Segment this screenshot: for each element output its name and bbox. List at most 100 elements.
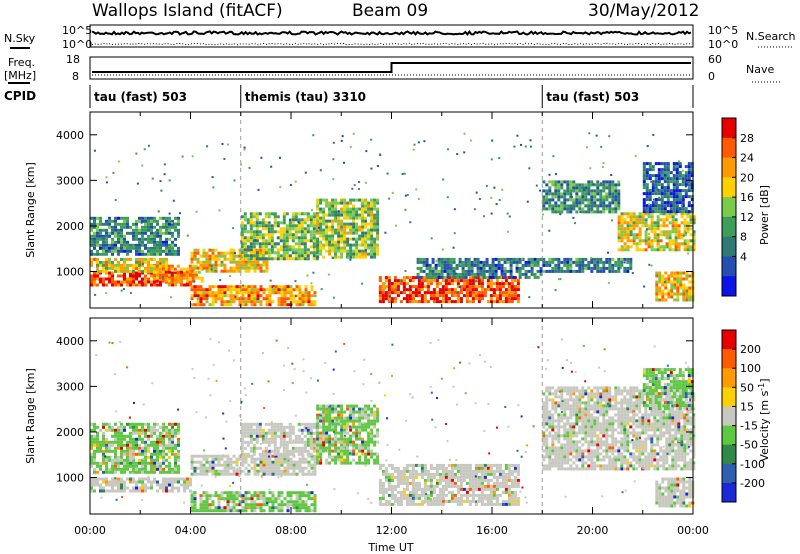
heatmap-cell (220, 303, 224, 307)
heatmap-cell (235, 291, 239, 295)
heatmap-cell (174, 216, 177, 220)
heatmap-cell (288, 452, 292, 456)
heatmap-cell (267, 224, 271, 228)
heatmap-cell (645, 210, 649, 214)
heatmap-cell (677, 224, 681, 228)
heatmap-cell (285, 449, 289, 453)
heatmap-cell (141, 431, 144, 435)
heatmap-cell (300, 257, 304, 261)
heatmap-cell (425, 260, 429, 264)
heatmap-cell (566, 260, 570, 264)
heatmap-cell (220, 472, 224, 476)
heatmap-cell (367, 434, 371, 438)
heatmap-cell (168, 252, 171, 256)
heatmap-cell (297, 251, 301, 255)
heatmap-cell (387, 285, 391, 289)
heatmap-cell (117, 440, 120, 444)
heatmap-cell (367, 231, 371, 235)
heatmap-cell (690, 198, 694, 202)
heatmap-cell (197, 276, 201, 280)
heatmap-cell (358, 443, 362, 447)
heatmap-cell (515, 269, 519, 273)
heatmap-cell (437, 257, 441, 261)
heatmap-cell (168, 216, 171, 220)
heatmap-cell (364, 252, 368, 256)
heatmap-scatter-cell (319, 169, 322, 172)
heatmap-cell (364, 428, 368, 432)
heatmap-cell (425, 272, 429, 276)
heatmap-cell (364, 201, 368, 205)
heatmap-cell (468, 279, 472, 283)
heatmap-cell (678, 189, 682, 193)
heatmap-cell (373, 255, 377, 259)
heatmap-cell (265, 500, 269, 504)
heatmap-cell (364, 461, 368, 465)
heatmap-cell (312, 443, 316, 447)
heatmap-cell (485, 275, 489, 279)
heatmap-cell (337, 437, 341, 441)
heatmap-cell (268, 460, 272, 464)
heatmap-cell (117, 216, 120, 220)
heatmap-cell (202, 291, 206, 295)
heatmap-cell (655, 283, 659, 287)
heatmap-cell (167, 264, 171, 268)
heatmap-cell (111, 231, 114, 235)
heatmap-cell (623, 212, 627, 216)
heatmap-cell (132, 437, 135, 441)
heatmap-cell (432, 294, 436, 298)
heatmap-cell (123, 240, 126, 244)
heatmap-cell (334, 219, 338, 223)
heatmap-cell (516, 282, 520, 286)
heatmap-cell (569, 204, 573, 208)
heatmap-cell (159, 280, 162, 284)
heatmap-cell (325, 213, 329, 217)
heatmap-cell (261, 218, 265, 222)
heatmap-cell (193, 288, 197, 292)
heatmap-cell (692, 245, 696, 249)
heatmap-cell (196, 257, 200, 261)
heatmap-cell (243, 434, 247, 438)
heatmap-cell (279, 233, 283, 237)
heatmap-cell (364, 234, 368, 238)
heatmap-cell (283, 300, 287, 304)
heatmap-cell (246, 434, 250, 438)
heatmap-cell (507, 291, 511, 295)
heatmap-cell (168, 464, 171, 468)
heatmap-cell (190, 491, 194, 495)
heatmap-cell (264, 233, 268, 237)
heatmap-cell (138, 252, 141, 256)
heatmap-scatter-cell (490, 158, 493, 161)
heatmap-cell (217, 257, 221, 261)
heatmap-cell (328, 419, 332, 423)
heatmap-cell (309, 239, 313, 243)
heatmap-scatter-cell (454, 272, 457, 275)
heatmap-cell (258, 446, 262, 450)
heatmap-cell (685, 271, 689, 275)
heatmap-cell (343, 204, 347, 208)
heatmap-cell (298, 509, 302, 513)
heatmap-cell (96, 243, 99, 247)
heatmap-cell (361, 413, 365, 417)
heatmap-cell (123, 222, 126, 226)
heatmap-cell (232, 300, 236, 304)
heatmap-cell (614, 189, 618, 193)
heatmap-cell (108, 231, 111, 235)
heatmap-cell (111, 252, 114, 256)
heatmap-cell (289, 460, 293, 464)
heatmap-cell (620, 248, 624, 252)
heatmap-cell (223, 506, 227, 510)
heatmap-cell (102, 455, 105, 459)
heatmap-cell (256, 472, 260, 476)
heatmap-cell (243, 224, 247, 228)
heatmap-cell (456, 300, 460, 304)
heatmap-cell (662, 245, 666, 249)
heatmap-cell (93, 455, 96, 459)
heatmap-cell (468, 291, 472, 295)
heatmap-scatter-cell (415, 188, 418, 191)
heatmap-cell (261, 236, 265, 240)
heatmap-cell (663, 189, 667, 193)
heatmap-cell (144, 252, 147, 256)
heatmap-cell (663, 180, 667, 184)
heatmap-cell (279, 452, 283, 456)
heatmap-cell (93, 225, 96, 229)
